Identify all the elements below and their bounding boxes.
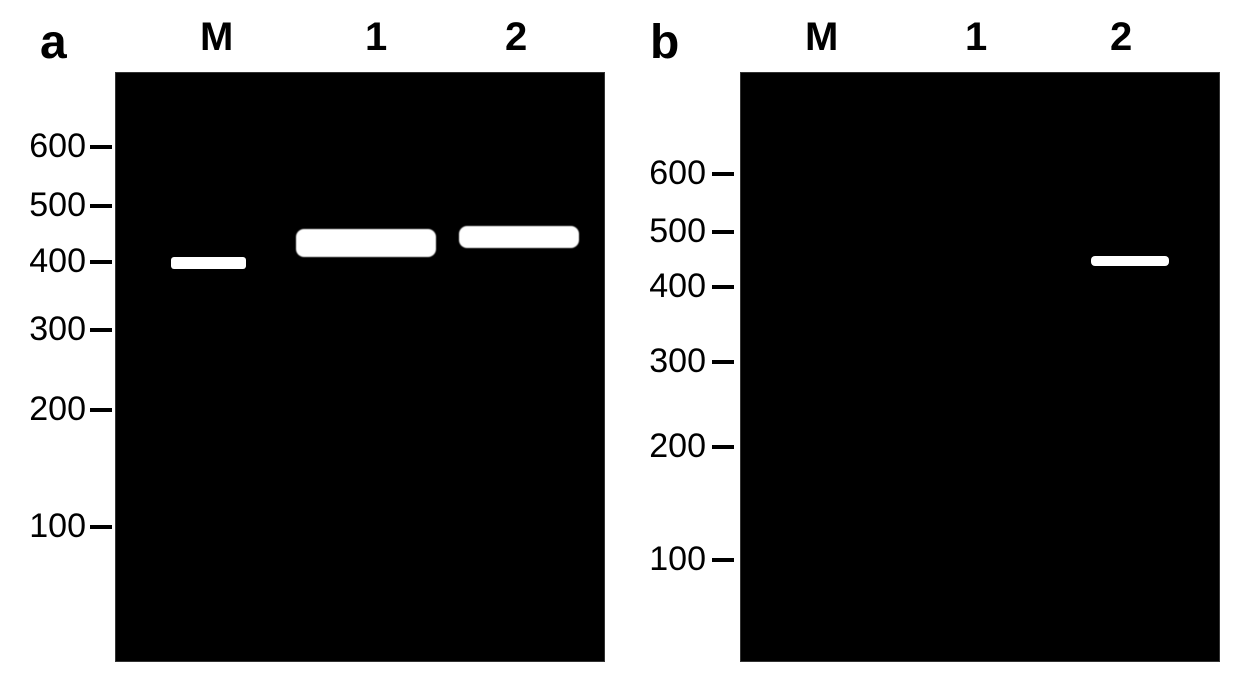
panel-a-tick-300 bbox=[90, 328, 112, 332]
panel-a-ladder-200: 200 bbox=[8, 390, 86, 429]
panel-a-lane2-band bbox=[459, 226, 579, 248]
panel-a-ladder-100: 100 bbox=[8, 507, 86, 546]
panel-b-ladder-100: 100 bbox=[628, 540, 706, 579]
panel-b-tick-400 bbox=[712, 285, 734, 289]
panel-b-ladder-200: 200 bbox=[628, 427, 706, 466]
panel-a-ladder-400: 400 bbox=[8, 242, 86, 281]
panel-a-tick-500 bbox=[90, 204, 112, 208]
panel-a-gel bbox=[115, 72, 605, 662]
panel-a-ladder-500: 500 bbox=[8, 186, 86, 225]
panel-a-lane-2-label: 2 bbox=[505, 15, 527, 60]
panel-b-lane2-band bbox=[1091, 256, 1169, 266]
figure-container: a M 1 2 600 500 400 300 200 100 b M bbox=[0, 0, 1240, 686]
panel-a-tick-100 bbox=[90, 525, 112, 529]
panel-b-ladder-400: 400 bbox=[628, 267, 706, 306]
panel-a-label: a bbox=[40, 15, 67, 70]
panel-b-tick-200 bbox=[712, 445, 734, 449]
panel-a-lane-1-label: 1 bbox=[365, 15, 387, 60]
panel-b: b M 1 2 600 500 400 300 200 100 bbox=[630, 10, 1230, 676]
panel-b-tick-500 bbox=[712, 230, 734, 234]
panel-b-ladder-600: 600 bbox=[628, 154, 706, 193]
panel-a-tick-200 bbox=[90, 408, 112, 412]
panel-b-tick-100 bbox=[712, 558, 734, 562]
panel-b-ladder-300: 300 bbox=[628, 342, 706, 381]
panel-a-marker-band bbox=[171, 257, 246, 269]
panel-a-tick-400 bbox=[90, 260, 112, 264]
panel-a-lane1-band bbox=[296, 229, 436, 257]
panel-b-label: b bbox=[650, 15, 679, 70]
panel-a-lane-m-label: M bbox=[200, 15, 233, 60]
panel-b-tick-600 bbox=[712, 172, 734, 176]
panel-a: a M 1 2 600 500 400 300 200 100 bbox=[10, 10, 610, 676]
panel-b-lane-m-label: M bbox=[805, 15, 838, 60]
panel-b-ladder-500: 500 bbox=[628, 212, 706, 251]
panel-a-ladder-600: 600 bbox=[8, 127, 86, 166]
panel-a-tick-600 bbox=[90, 145, 112, 149]
panel-b-tick-300 bbox=[712, 360, 734, 364]
panel-b-lane-2-label: 2 bbox=[1110, 15, 1132, 60]
panel-b-lane-1-label: 1 bbox=[965, 15, 987, 60]
panel-a-ladder-300: 300 bbox=[8, 310, 86, 349]
panel-b-gel bbox=[740, 72, 1220, 662]
